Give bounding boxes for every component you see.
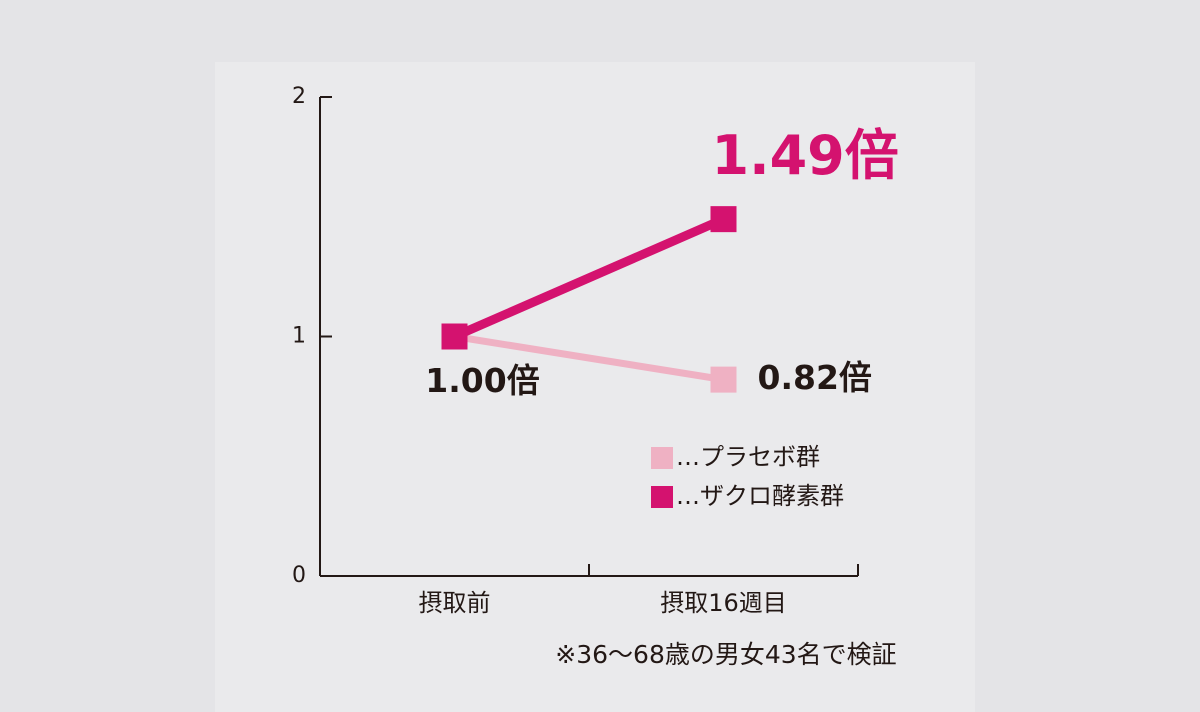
x-tick-label: 摂取16週目 bbox=[660, 589, 787, 617]
legend-label: …ザクロ酵素群 bbox=[676, 482, 844, 510]
data-label: 1.00倍 bbox=[425, 361, 539, 400]
data-label: 0.82倍 bbox=[758, 358, 872, 397]
line bbox=[452, 215, 726, 341]
data-label: 1.49倍 bbox=[712, 124, 899, 187]
y-tick-label: 2 bbox=[292, 84, 306, 109]
legend-label: …プラセボ群 bbox=[676, 443, 820, 471]
legend-swatch bbox=[651, 447, 673, 469]
panel bbox=[215, 62, 975, 712]
x-tick-label: 摂取前 bbox=[419, 589, 491, 617]
marker bbox=[710, 206, 737, 233]
legend-swatch bbox=[651, 486, 673, 508]
marker bbox=[441, 323, 468, 350]
line bbox=[453, 333, 725, 384]
note: ※36〜68歳の男女43名で検証 bbox=[555, 640, 896, 669]
y-tick-label: 0 bbox=[292, 563, 306, 588]
marker bbox=[710, 366, 737, 393]
y-tick-label: 1 bbox=[292, 324, 306, 349]
